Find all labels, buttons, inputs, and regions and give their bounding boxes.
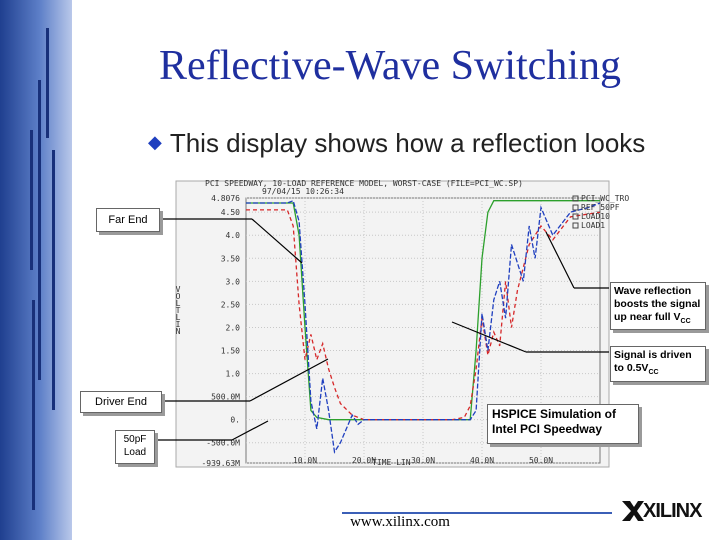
y-axis-label-letter: I — [176, 320, 181, 329]
y-axis-label-letter: V — [176, 285, 181, 294]
band-stripe — [52, 150, 55, 410]
bullet-diamond-icon: ◆ — [148, 132, 162, 152]
band-stripe — [30, 130, 33, 270]
y-tick-label: -939.63M — [201, 459, 240, 468]
y-axis-label-letter: O — [176, 292, 181, 301]
connector-load-diag — [231, 420, 269, 441]
y-axis-label-letter: L — [176, 313, 181, 322]
x-tick-label: 10.0N — [293, 456, 317, 465]
y-tick-label: 4.0 — [226, 231, 241, 240]
legend-marker — [572, 195, 579, 202]
y-tick-label: 0. — [230, 416, 240, 425]
legend-label: LOAD10 — [581, 212, 610, 221]
series-line-load1 — [246, 199, 601, 454]
callout-wave-reflection: Wave reflection boosts the signal up nea… — [610, 282, 706, 330]
slide-title: Reflective-Wave Switching — [159, 43, 621, 89]
callout-connectors — [157, 218, 609, 441]
xilinx-logo-icon — [622, 501, 644, 521]
connector-wave-diag — [545, 231, 575, 289]
legend-marker — [572, 204, 579, 211]
connector-far-end-diag — [251, 218, 303, 264]
y-axis-label-letter: L — [176, 299, 181, 308]
x-tick-label: 30.0N — [411, 456, 435, 465]
y-tick-label: 500.0M — [211, 393, 240, 402]
axis-text-layer: 4.8076 4.50 4.0 3.50 3.0 2.50 2.0 1.50 1.0 500.0M… — [201, 194, 553, 468]
band-stripe — [38, 80, 41, 380]
y-tick-label: 2.0 — [226, 323, 241, 332]
x-tick-label: 20.0N — [352, 456, 376, 465]
y-tick-label: 3.0 — [226, 277, 241, 286]
callout-hspice: HSPICE Simulation of Intel PCI Speedway — [487, 404, 639, 444]
legend-label: LOAD1 — [581, 221, 605, 230]
legend-marker — [572, 213, 579, 220]
x-tick-label: 40.0N — [470, 456, 494, 465]
callout-load: 50pF Load — [115, 430, 155, 464]
y-tick-label: 4.8076 — [211, 194, 240, 203]
connector-driven-diag — [451, 321, 527, 353]
bullet-row: ◆ This display shows how a reflection loo… — [148, 128, 645, 159]
logo-text: XILINX — [643, 500, 702, 522]
legend-marker — [572, 222, 579, 229]
y-axis-label-letter: N — [176, 327, 181, 336]
y-tick-label: -500.0M — [206, 439, 240, 448]
bullet-text: This display shows how a reflection look… — [169, 128, 646, 158]
callout-driver-end: Driver End — [80, 391, 162, 413]
plot-header-line2: 97/04/15 10:26:34 — [262, 187, 344, 196]
callout-driven-sub: CC — [648, 369, 659, 377]
band-stripe — [32, 300, 35, 510]
callout-wave-sub: CC — [680, 318, 691, 326]
callout-wave-text: Wave reflection boosts the signal up nea… — [614, 285, 701, 324]
band-stripe — [46, 28, 49, 138]
left-decor-band — [0, 0, 72, 540]
x-tick-label: 50.0N — [529, 456, 553, 465]
x-axis-label: TIME LIN — [372, 458, 411, 467]
footer-url: www.xilinx.com — [350, 514, 450, 530]
plot-header-line1: PCI SPEEDWAY, 10-LOAD REFERENCE MODEL, W… — [205, 179, 523, 188]
footer-rule — [342, 512, 612, 514]
callout-driven-text: Signal is driven to 0.5V — [614, 349, 692, 375]
y-axis-label-letter: T — [176, 306, 181, 315]
legend-label: REF_50PF — [581, 203, 620, 212]
y-tick-label: 1.50 — [221, 347, 240, 356]
y-tick-label: 2.50 — [221, 300, 240, 309]
connector-driver-end-diag — [249, 358, 329, 402]
y-tick-label: 3.50 — [221, 254, 240, 263]
y-tick-label: 1.0 — [226, 370, 241, 379]
legend-label: PCI_WC_TRO — [581, 194, 629, 203]
callout-far-end: Far End — [96, 208, 160, 232]
series-layer — [246, 199, 601, 454]
callout-signal-driven: Signal is driven to 0.5VCC — [610, 346, 706, 382]
grid-layer — [245, 197, 601, 464]
y-tick-label: 4.50 — [221, 208, 240, 217]
series-line-load10 — [246, 209, 601, 421]
